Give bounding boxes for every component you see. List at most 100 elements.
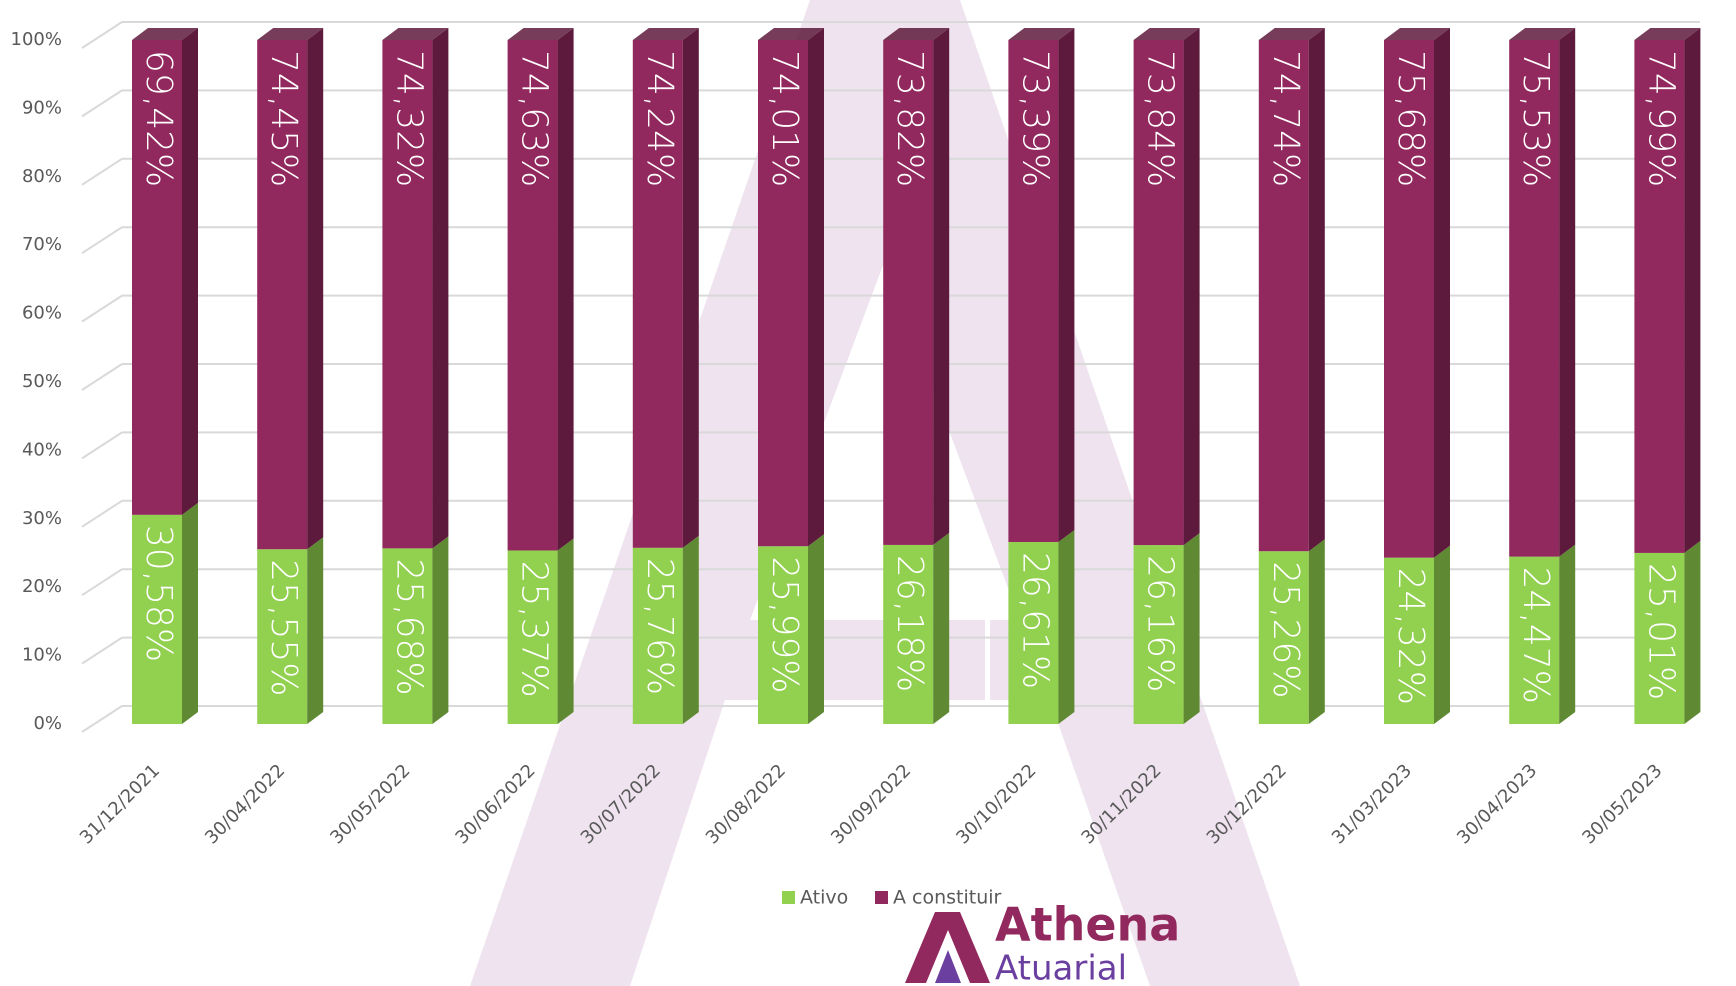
- grid-line: [81, 705, 123, 733]
- legend-swatch: [875, 891, 888, 904]
- bar-top: [883, 28, 950, 40]
- bar-top: [382, 28, 449, 40]
- bar-side: [682, 28, 699, 548]
- value-label: 74,01%: [764, 50, 805, 187]
- bar-top: [507, 28, 574, 40]
- bar-segment: [632, 547, 683, 724]
- bar-side: [1559, 28, 1576, 557]
- bar-side: [933, 28, 950, 545]
- x-tick-label: 31/12/2021: [76, 760, 164, 848]
- legend: Ativo A constituir: [782, 887, 1002, 909]
- bar-side: [1684, 28, 1701, 553]
- y-tick-label: 20%: [22, 576, 62, 597]
- bar-segment: [883, 40, 934, 545]
- bar-segment: [1133, 545, 1184, 724]
- value-label: 26,61%: [1014, 552, 1055, 689]
- value-label: 73,82%: [889, 50, 930, 187]
- bar-segment: [507, 40, 558, 551]
- value-label: 25,55%: [263, 559, 304, 696]
- grid-line: [81, 21, 123, 49]
- bar-side: [1434, 545, 1450, 724]
- bar-segment: [1008, 541, 1059, 724]
- bar-top: [1133, 28, 1200, 40]
- y-tick-label: 0%: [33, 713, 62, 734]
- bar-segment: [257, 549, 308, 724]
- bar-side: [808, 28, 824, 547]
- bar-side: [1183, 533, 1200, 724]
- bar-side: [307, 28, 324, 550]
- bar-top: [1509, 28, 1576, 40]
- bar-top: [132, 28, 198, 40]
- bar-segment: [883, 544, 934, 724]
- bar-side: [1058, 529, 1075, 724]
- bar-side: [1058, 28, 1075, 542]
- value-label: 24,32%: [1390, 568, 1431, 705]
- bar-side: [1559, 544, 1576, 724]
- bar-segment: [257, 40, 308, 550]
- value-label: 74,74%: [1265, 50, 1306, 187]
- y-tick-label: 50%: [22, 371, 62, 392]
- watermark: [470, 0, 1300, 986]
- bar-top: [1258, 28, 1325, 40]
- y-tick-label: 70%: [22, 234, 62, 255]
- y-tick-label: 10%: [22, 645, 62, 666]
- value-label: 73,39%: [1014, 50, 1055, 187]
- legend-label: A constituir: [893, 887, 1002, 909]
- value-label: 75,53%: [1515, 50, 1556, 187]
- grid-line: [81, 568, 123, 597]
- value-label: 75,68%: [1390, 50, 1431, 187]
- bar-side: [682, 535, 699, 724]
- value-label: 73,84%: [1140, 50, 1181, 187]
- bar-side: [557, 538, 574, 724]
- bar-segment: [382, 40, 433, 549]
- x-tick-label: 31/03/2023: [1328, 760, 1416, 848]
- grid-line: [81, 431, 123, 460]
- x-tick-label: 30/04/2022: [201, 760, 289, 848]
- y-tick-label: 60%: [22, 303, 62, 324]
- grid-line: [81, 499, 123, 528]
- value-label: 74,63%: [514, 50, 555, 187]
- bar-top: [1634, 28, 1701, 40]
- grid-line: [81, 636, 123, 665]
- legend-label: Ativo: [800, 887, 848, 909]
- bar-side: [1183, 28, 1200, 546]
- bar-segment: [1509, 556, 1560, 724]
- bar-segment: [382, 548, 433, 724]
- bar-side: [1684, 540, 1701, 724]
- value-label: 25,01%: [1640, 563, 1681, 700]
- bar-side: [182, 502, 198, 724]
- bar-segment: [758, 546, 808, 724]
- bar-top: [1008, 28, 1075, 40]
- value-label: 74,99%: [1640, 50, 1681, 187]
- value-label: 25,68%: [388, 558, 429, 695]
- grid-line: [81, 157, 123, 186]
- bar-segment: [132, 40, 182, 515]
- bar-segment: [1634, 552, 1685, 724]
- value-label: 25,76%: [639, 558, 680, 695]
- value-label: 74,32%: [388, 50, 429, 187]
- bar-top: [257, 28, 324, 40]
- bar-side: [1434, 28, 1450, 558]
- bar-segment: [1509, 40, 1560, 557]
- bar-segment: [1384, 557, 1434, 724]
- bar-segment: [1008, 40, 1059, 542]
- y-tick-label: 30%: [22, 508, 62, 529]
- plot: 0% 10% 20% 30% 40% 50% 60% 70% 80% 90% 100% 31/12/2…: [11, 21, 1701, 848]
- bar-top: [632, 28, 699, 40]
- value-label: 26,18%: [889, 555, 930, 692]
- value-label: 74,24%: [639, 50, 680, 187]
- bar-top: [758, 28, 824, 40]
- x-tick-label: 30/10/2022: [952, 760, 1040, 848]
- bar-side: [933, 532, 950, 724]
- x-tick-label: 30/09/2022: [827, 760, 915, 848]
- grid-line: [81, 89, 123, 118]
- bar-side: [307, 537, 324, 724]
- bar-side: [182, 28, 198, 515]
- bar-segment: [758, 40, 808, 547]
- y-tick-label: 40%: [22, 439, 62, 460]
- bar-segment: [1634, 40, 1685, 553]
- x-tick-label: 30/05/2022: [326, 760, 414, 848]
- bar-segment: [132, 514, 182, 724]
- y-tick-label: 100%: [11, 29, 62, 50]
